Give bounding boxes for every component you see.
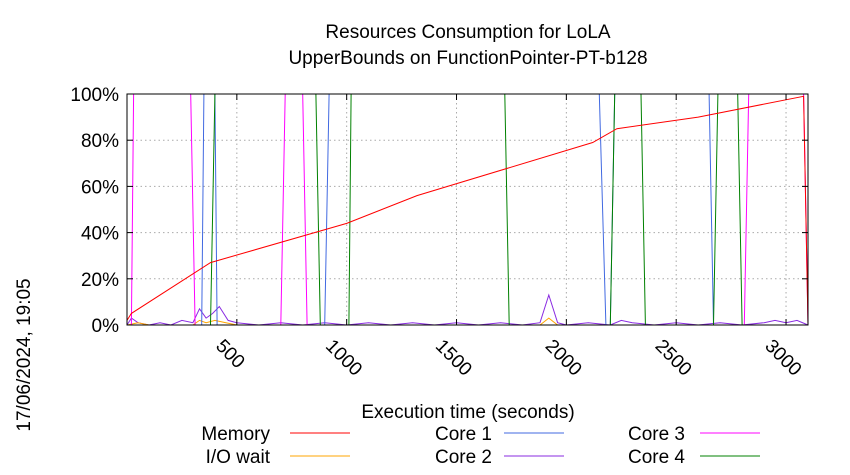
series-line-memory bbox=[126, 95, 809, 326]
y-tick-label: 100% bbox=[70, 85, 119, 106]
chart-title: Resources Consumption for LoLA bbox=[325, 22, 610, 43]
y-tick-label: 80% bbox=[81, 131, 119, 152]
side-timestamp: 17/06/2024, 19:05 bbox=[14, 278, 35, 431]
legend-label: Core 2 bbox=[435, 447, 492, 468]
x-tick-label: 2500 bbox=[651, 336, 696, 381]
x-tick-label: 500 bbox=[211, 336, 248, 373]
series-layer bbox=[126, 93, 809, 326]
legend-label: Core 1 bbox=[435, 424, 492, 445]
x-tick-label: 3000 bbox=[760, 336, 805, 381]
chart-subtitle: UpperBounds on FunctionPointer-PT-b128 bbox=[288, 48, 647, 69]
x-axis-label: Execution time (seconds) bbox=[361, 402, 574, 423]
y-tick-label: 60% bbox=[81, 177, 119, 198]
y-tick-label: 0% bbox=[92, 316, 120, 337]
y-tick-label: 40% bbox=[81, 224, 119, 245]
series-line-core-1 bbox=[127, 93, 808, 326]
x-tick-label: 1500 bbox=[431, 336, 476, 381]
x-tick-label: 2000 bbox=[541, 336, 586, 381]
series-line-core-3 bbox=[127, 93, 809, 326]
grid-lines bbox=[127, 94, 808, 325]
x-tick-label: 1000 bbox=[321, 336, 366, 381]
legend-label: I/O wait bbox=[206, 447, 271, 468]
y-axis-ticks: 0% 20% 40% 60% 80% 100% bbox=[70, 85, 808, 337]
legend-label: Memory bbox=[201, 424, 270, 445]
series-line-core-4 bbox=[127, 93, 808, 326]
series-line-core-2 bbox=[126, 293, 809, 326]
legend-label: Core 3 bbox=[628, 424, 685, 445]
y-tick-label: 20% bbox=[81, 270, 119, 291]
plot-frame bbox=[126, 93, 809, 326]
legend-label: Core 4 bbox=[628, 447, 685, 468]
